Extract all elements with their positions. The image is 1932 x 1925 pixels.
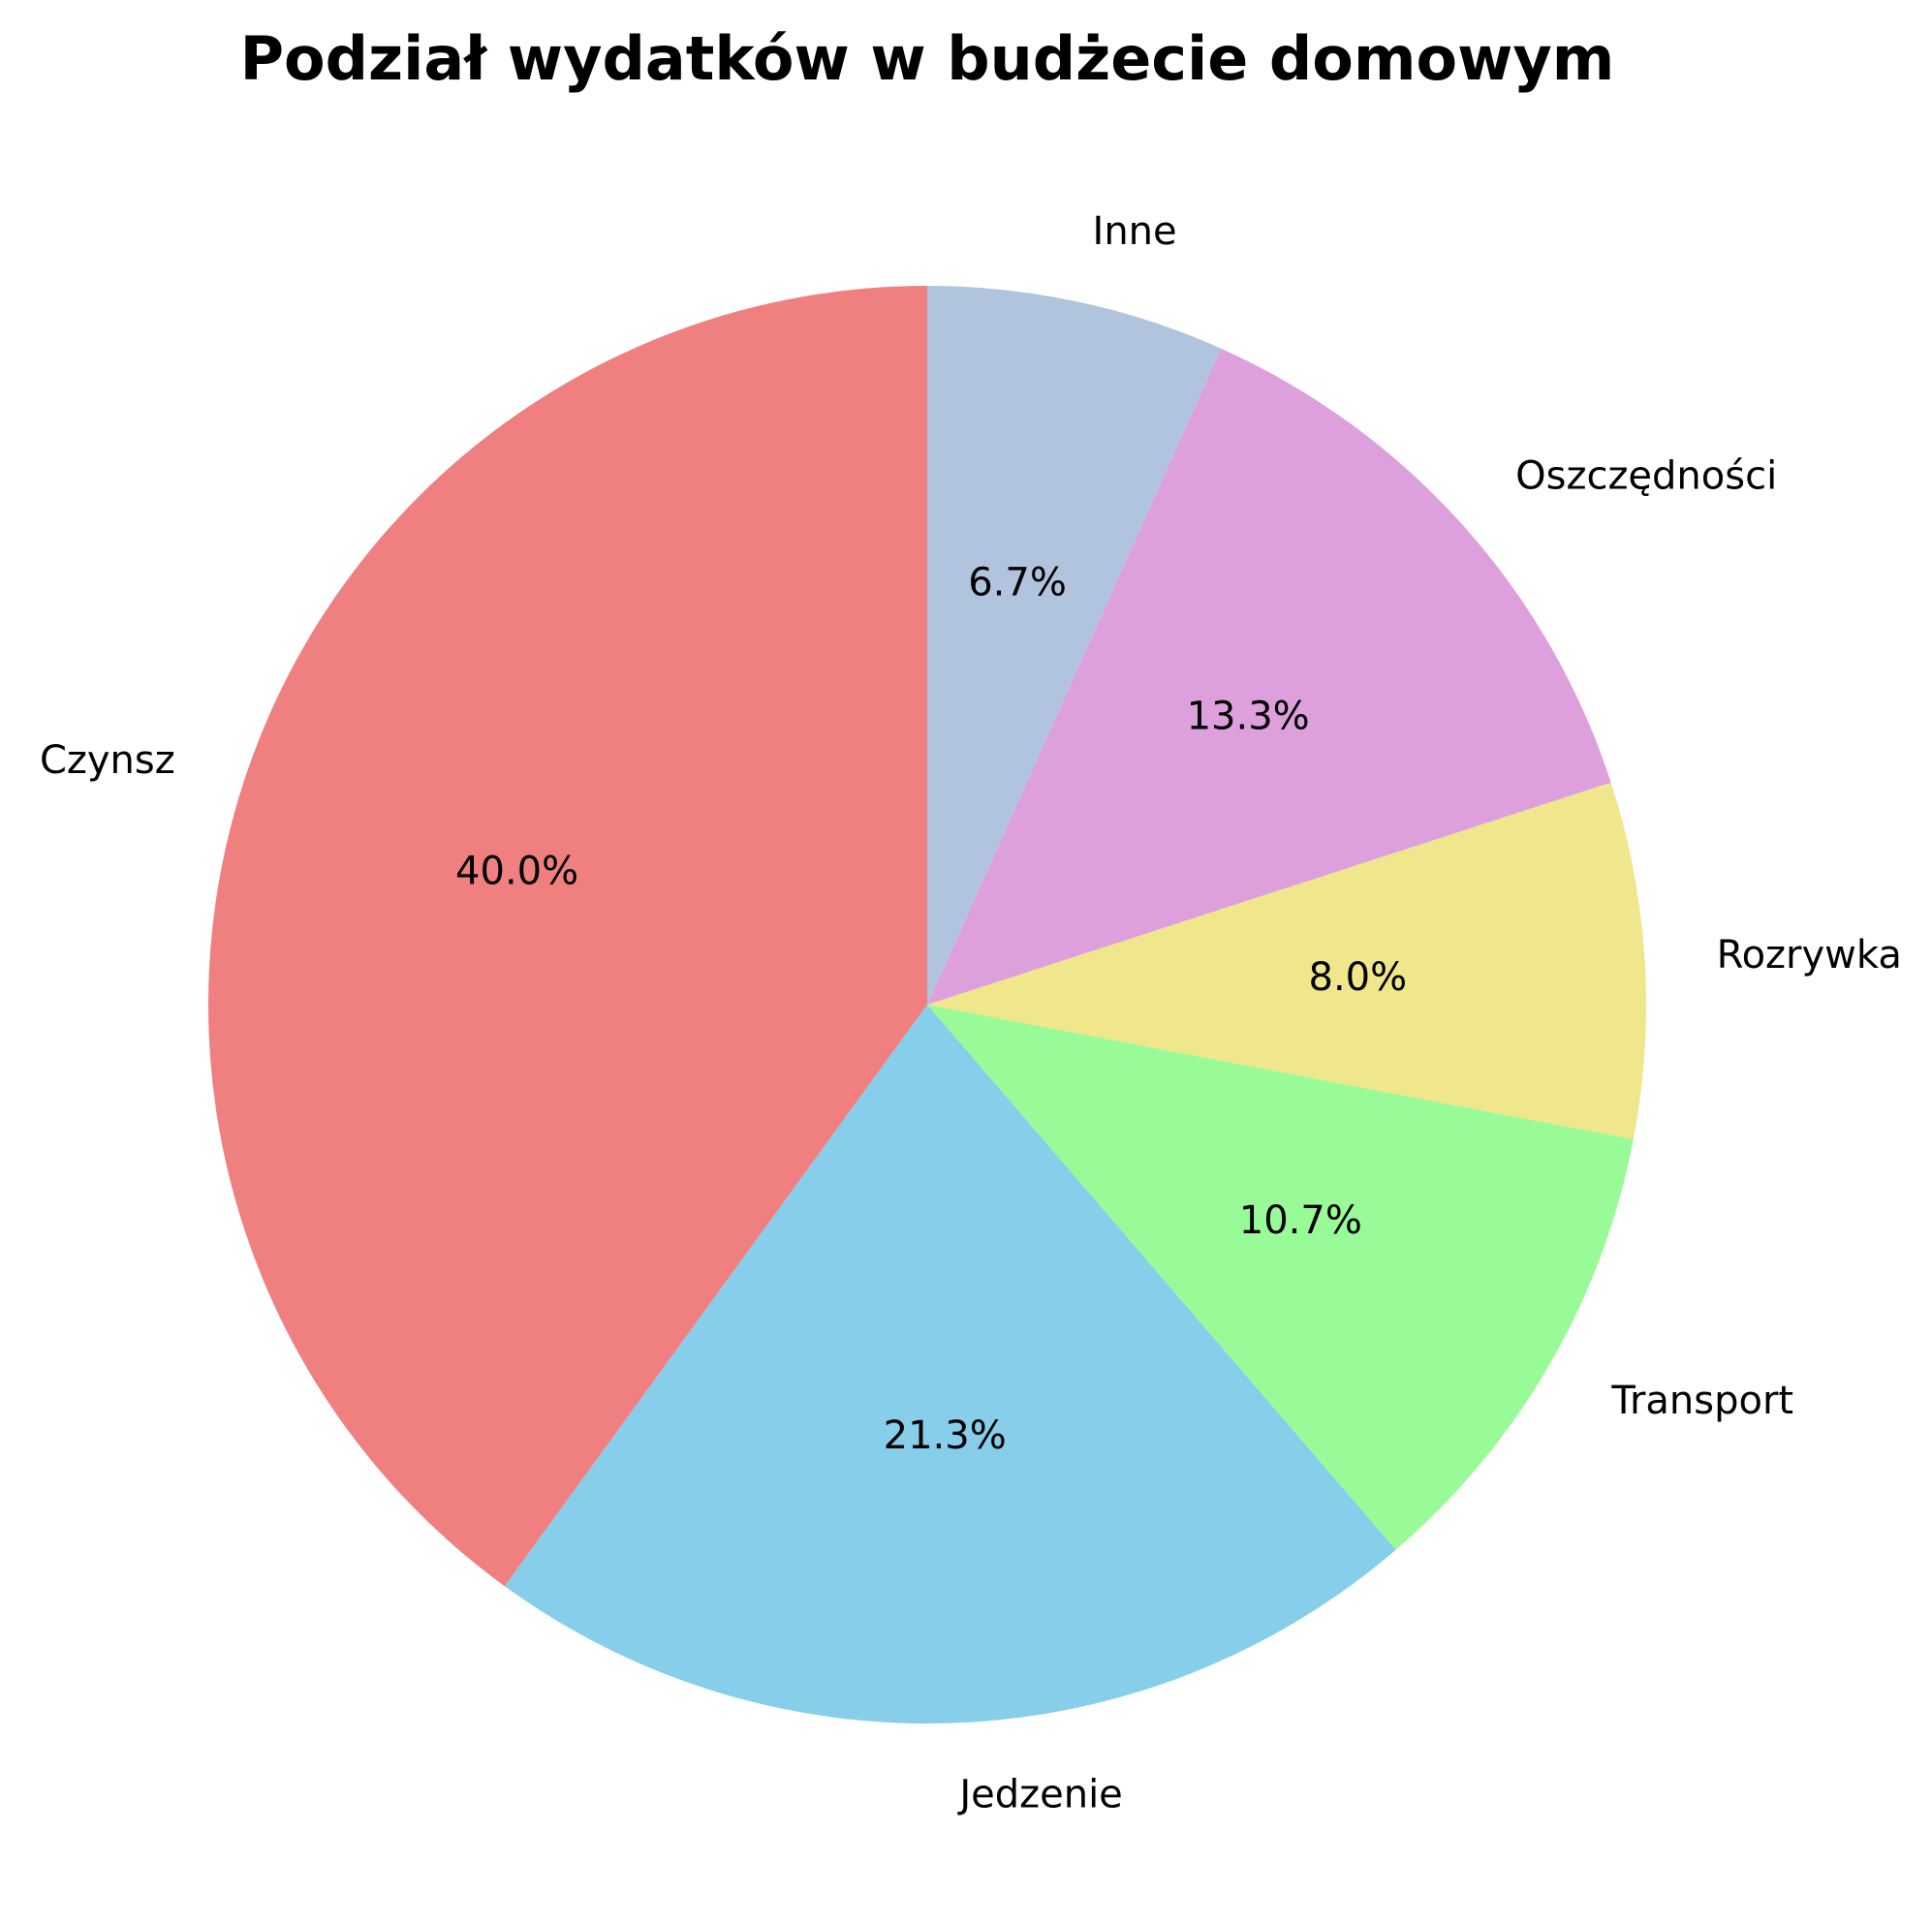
pie-slices [208,286,1646,1723]
slice-label-czynsz: Czynsz [40,738,175,783]
slice-label-jedzenie: Jedzenie [956,1773,1122,1817]
chart-title: Podział wydatków w budżecie domowym [240,23,1615,94]
slice-label-rozrywka: Rozrywka [1717,933,1902,978]
slice-percentage-inne: 6.7% [968,561,1067,605]
slice-percentage-jedzenie: 21.3% [884,1413,1007,1458]
slice-percentage-rozrywka: 8.0% [1309,955,1408,1000]
pie-slice-rozrywka [927,782,1646,1140]
slice-percentage-czynsz: 40.0% [455,849,578,893]
slice-percentage-oszczednosci: 13.3% [1187,694,1310,738]
pie-slice-czynsz [208,286,928,1587]
pie-slice-jedzenie [504,1005,1396,1723]
pie-category-labels: Czynsz Jedzenie Transport Rozrywka Oszczędno… [40,209,1902,1817]
pie-slice-transport [927,1005,1634,1550]
slice-label-oszczednosci: Oszczędności [1515,453,1777,498]
slice-percentage-transport: 10.7% [1239,1198,1362,1243]
pie-slice-inne [927,286,1222,1005]
slice-label-inne: Inne [1093,209,1177,254]
pie-slice-oszczednosci [927,348,1611,1005]
slice-label-transport: Transport [1610,1379,1793,1423]
pie-percentage-labels: 40.0% 21.3% 10.7% 8.0% 13.3% 6.7% [455,561,1407,1458]
